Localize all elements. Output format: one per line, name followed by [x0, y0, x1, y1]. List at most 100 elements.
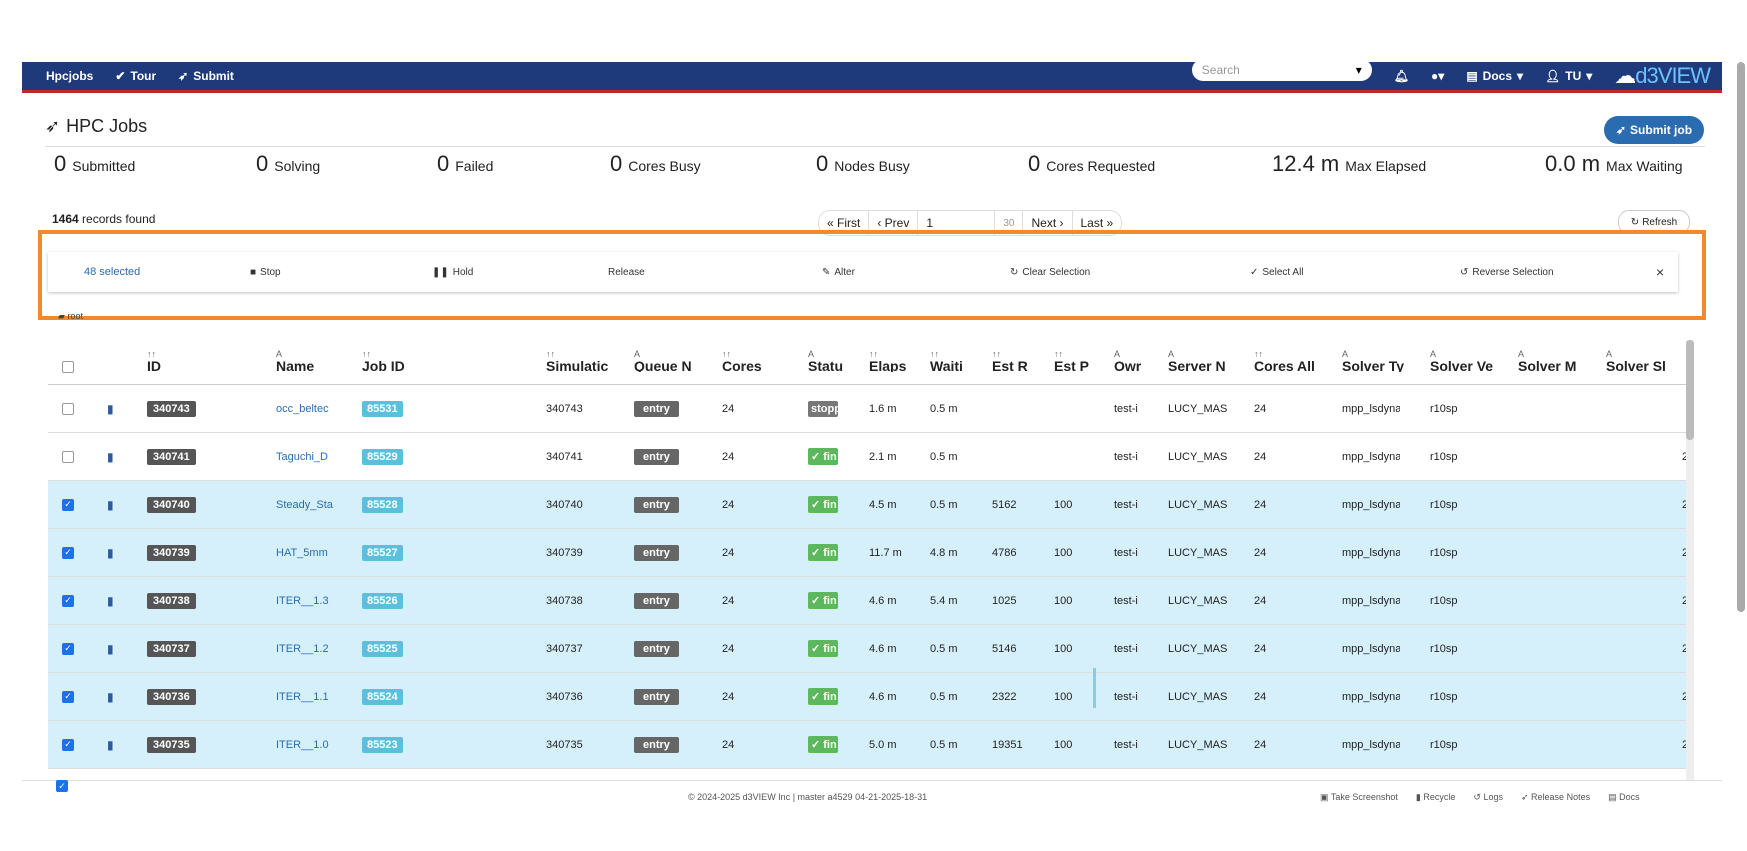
- row-jobid-badge[interactable]: 85524: [362, 688, 403, 705]
- table-row[interactable]: ✓ ▮ 340738 ITER__1.3 85526 340738 entry 24 ✓ fin…: [48, 577, 1688, 625]
- file-icon[interactable]: ▮: [107, 737, 114, 752]
- footer-link-docs[interactable]: ▤ Docs: [1608, 792, 1640, 803]
- col-cores[interactable]: ↑↑ Cores: [722, 348, 762, 373]
- alter-button[interactable]: ✎ Alter: [822, 267, 855, 278]
- row-checkbox[interactable]: [62, 450, 74, 463]
- select-all-checkbox[interactable]: [62, 361, 74, 373]
- submit-job-button[interactable]: ➶ Submit job: [1604, 116, 1704, 144]
- file-icon[interactable]: ▮: [107, 593, 114, 608]
- col-server[interactable]: A Server N: [1168, 348, 1234, 372]
- row-name-link[interactable]: occ_beltec: [276, 402, 329, 415]
- row-name-link[interactable]: ITER__1.2: [276, 642, 329, 655]
- folder-root[interactable]: ▰ root: [58, 311, 83, 322]
- pager-next[interactable]: Next ›: [1023, 211, 1073, 235]
- row-id-badge[interactable]: 340737: [147, 640, 196, 657]
- column-resize-handle[interactable]: [1093, 668, 1096, 708]
- row-name-link[interactable]: ITER__1.3: [276, 594, 329, 607]
- brand-logo[interactable]: ☁d3VIEW: [1614, 63, 1711, 89]
- close-selection-button[interactable]: ×: [1656, 264, 1665, 280]
- row-checkbox[interactable]: ✓: [62, 642, 74, 655]
- row-id-badge[interactable]: 340741: [147, 448, 196, 465]
- file-icon[interactable]: ▮: [107, 401, 114, 416]
- row-jobid-badge[interactable]: 85527: [362, 544, 403, 561]
- col-job-id[interactable]: ↑↑ Job ID: [362, 348, 405, 373]
- selected-count[interactable]: 48 selected: [84, 266, 141, 278]
- row-jobid-badge[interactable]: 85525: [362, 640, 403, 657]
- search-input[interactable]: Search ▾: [1191, 59, 1372, 81]
- row-id-badge[interactable]: 340735: [147, 736, 196, 753]
- footer-link-recycle[interactable]: ▮ Recycle: [1416, 792, 1455, 803]
- table-row[interactable]: ✓ ▮ 340735 ITER__1.0 85523 340735 entry 24 ✓ fin…: [48, 721, 1688, 769]
- row-id-badge[interactable]: 340740: [147, 496, 196, 513]
- col-name[interactable]: A Name: [276, 348, 314, 373]
- table-row[interactable]: ▮ 340741 Taguchi_D 85529 340741 entry 24 ✓ fin 2…: [48, 433, 1688, 481]
- table-row[interactable]: ✓ ▮ 340736 ITER__1.1 85524 340736 entry 24 ✓ fin…: [48, 673, 1688, 721]
- nav-hpcjobs[interactable]: Hpcjobs: [46, 69, 93, 83]
- col-solver-version[interactable]: A Solver Ve: [1430, 348, 1498, 372]
- table-row[interactable]: ✓ ▮ 340740 Steady_Sta 85528 340740 entry 24 ✓ fi…: [48, 481, 1688, 529]
- bell-icon[interactable]: 🔔︎: [1393, 69, 1410, 83]
- col-est-r[interactable]: ↑↑ Est R: [992, 348, 1032, 372]
- pager-last[interactable]: Last »: [1080, 216, 1114, 230]
- col-status[interactable]: A Statu: [808, 348, 848, 372]
- row-name-link[interactable]: Steady_Sta: [276, 498, 333, 511]
- table-scrollbar[interactable]: [1686, 340, 1694, 780]
- nav-submit[interactable]: ➶ Submit: [178, 69, 234, 83]
- row-jobid-badge[interactable]: 85526: [362, 592, 403, 609]
- footer-link-logs[interactable]: ↺ Logs: [1473, 792, 1503, 803]
- nav-user[interactable]: 👤︎ TU ▾: [1545, 69, 1593, 83]
- row-jobid-badge[interactable]: 85529: [362, 448, 403, 465]
- row-id-badge[interactable]: 340743: [147, 400, 196, 417]
- row-checkbox[interactable]: ✓: [62, 738, 74, 751]
- pager-prev[interactable]: ‹ Prev: [869, 211, 919, 235]
- col-cores-alloc[interactable]: ↑↑ Cores All: [1254, 348, 1315, 373]
- col-solver-type[interactable]: A Solver Ty: [1342, 348, 1410, 372]
- clear-selection-button[interactable]: ↻ Clear Selection: [1010, 267, 1090, 278]
- row-name-link[interactable]: ITER__1.1: [276, 690, 329, 703]
- row-name-link[interactable]: HAT_5mm: [276, 546, 328, 559]
- page-scrollbar[interactable]: [1737, 62, 1745, 612]
- hold-button[interactable]: ❚❚ Hold: [432, 267, 473, 278]
- reverse-selection-button[interactable]: ↺ Reverse Selection: [1460, 267, 1554, 278]
- nav-docs[interactable]: ▤ Docs ▾: [1466, 69, 1524, 83]
- footer-link-screenshot[interactable]: ▣ Take Screenshot: [1320, 792, 1398, 803]
- row-checkbox[interactable]: [62, 402, 74, 415]
- col-simulation[interactable]: ↑↑ Simulatic: [546, 348, 608, 372]
- row-name-link[interactable]: Taguchi_D: [276, 450, 328, 463]
- select-all-button[interactable]: ✓ Select All: [1250, 267, 1304, 278]
- row-name-link[interactable]: ITER__1.0: [276, 738, 329, 751]
- file-icon[interactable]: ▮: [107, 449, 114, 464]
- row-jobid-badge[interactable]: 85523: [362, 736, 403, 753]
- col-est-p[interactable]: ↑↑ Est P: [1054, 348, 1094, 372]
- col-elapsed[interactable]: ↑↑ Elaps: [869, 348, 909, 372]
- row-checkbox[interactable]: ✓: [62, 690, 74, 703]
- row-jobid-badge[interactable]: 85528: [362, 496, 403, 513]
- row-id-badge[interactable]: 340736: [147, 688, 196, 705]
- row-id-badge[interactable]: 340738: [147, 592, 196, 609]
- table-row[interactable]: ✓ ▮ 340737 ITER__1.2 85525 340737 entry 24 ✓ fin…: [48, 625, 1688, 673]
- col-solver-sl[interactable]: A Solver Sl: [1606, 348, 1678, 372]
- stop-button[interactable]: ■ Stop: [250, 267, 281, 278]
- row-checkbox[interactable]: ✓: [56, 780, 68, 792]
- row-checkbox[interactable]: ✓: [62, 546, 74, 559]
- file-icon[interactable]: ▮: [107, 545, 114, 560]
- chevron-down-icon[interactable]: ▾: [1355, 63, 1362, 77]
- scroll-thumb[interactable]: [1686, 340, 1694, 440]
- col-solver-m[interactable]: A Solver M: [1518, 348, 1586, 372]
- file-icon[interactable]: ▮: [107, 641, 114, 656]
- row-jobid-badge[interactable]: 85531: [362, 400, 403, 417]
- footer-link-release-notes[interactable]: ➶ Release Notes: [1521, 792, 1590, 803]
- release-button[interactable]: Release: [608, 267, 645, 278]
- col-owner[interactable]: A Owr: [1114, 348, 1146, 372]
- table-row[interactable]: ▮ 340743 occ_beltec 85531 340743 entry 24 stopp…: [48, 385, 1688, 433]
- col-waiting[interactable]: ↑↑ Waiti: [930, 348, 972, 372]
- file-icon[interactable]: ▮: [107, 689, 114, 704]
- table-row[interactable]: ✓ ▮ 340739 HAT_5mm 85527 340739 entry 24 ✓ fin 11…: [48, 529, 1688, 577]
- pager-first[interactable]: « First: [819, 211, 870, 235]
- row-checkbox[interactable]: ✓: [62, 498, 74, 511]
- col-id[interactable]: ↑↑ ID: [147, 348, 161, 373]
- user-status-icon[interactable]: ●▾: [1431, 69, 1445, 83]
- file-icon[interactable]: ▮: [107, 497, 114, 512]
- col-queue[interactable]: A Queue N: [634, 348, 698, 372]
- row-checkbox[interactable]: ✓: [62, 594, 74, 607]
